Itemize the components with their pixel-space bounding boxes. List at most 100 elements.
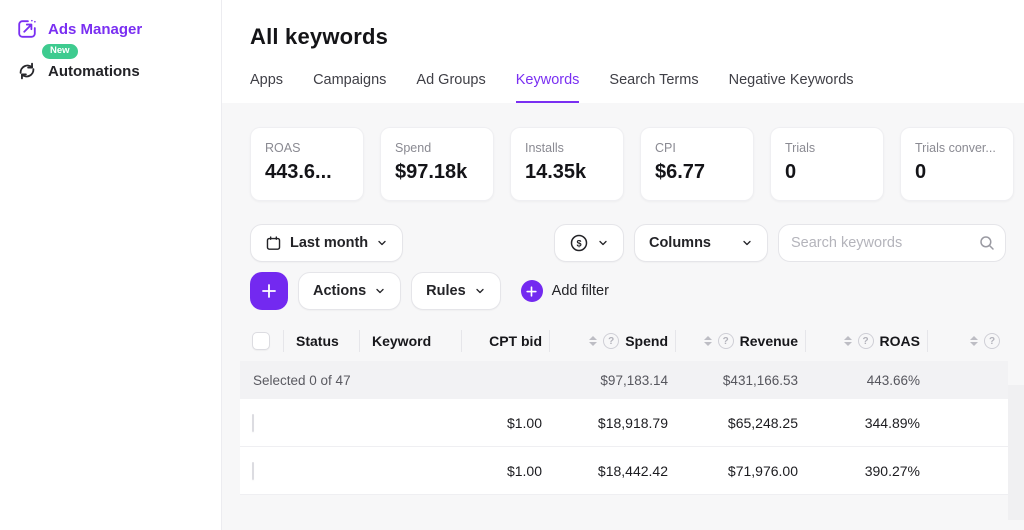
actions-button[interactable]: Actions xyxy=(298,272,402,310)
page-title: All keywords xyxy=(250,24,389,49)
row-checkbox[interactable] xyxy=(252,413,254,432)
content-section: ROAS 443.6... Spend $97.18k Installs 14.… xyxy=(222,103,1024,530)
row-checkbox[interactable] xyxy=(252,461,254,480)
revenue-total: $431,166.53 xyxy=(722,372,798,388)
actions-label: Actions xyxy=(313,283,367,299)
kpi-cards: ROAS 443.6... Spend $97.18k Installs 14.… xyxy=(222,127,1024,201)
kpi-label: Trials conver... xyxy=(915,141,996,155)
chevron-down-icon xyxy=(376,237,388,249)
sidebar-item-label: Ads Manager xyxy=(48,20,143,38)
roas-value: 344.89% xyxy=(864,414,920,431)
chevron-down-icon xyxy=(374,285,386,297)
plus-circle-icon xyxy=(520,280,543,302)
kpi-label: Trials xyxy=(785,141,816,155)
revenue-value: $65,248.25 xyxy=(727,414,798,431)
header-status: Status xyxy=(284,321,360,361)
sidebar-item-label: Automations xyxy=(48,62,140,80)
keywords-table: Status Keyword CPT bid ? Spend ? Revenue xyxy=(240,321,1008,495)
help-icon[interactable]: ? xyxy=(603,333,620,349)
kpi-label: CPI xyxy=(655,141,676,155)
sort-icon[interactable] xyxy=(843,336,852,346)
automations-icon xyxy=(16,60,38,82)
sort-icon[interactable] xyxy=(589,336,598,346)
tab-campaigns[interactable]: Campaigns xyxy=(313,72,387,88)
spend-value: $18,442.42 xyxy=(597,462,668,479)
header-select-all xyxy=(240,321,284,361)
cpt-bid-value: $1.00 xyxy=(506,462,542,479)
spend-total: $97,183.14 xyxy=(600,372,668,388)
tab-search-terms[interactable]: Search Terms xyxy=(609,72,699,88)
toolbar-filters: Last month $ xyxy=(250,224,1006,262)
sort-icon[interactable] xyxy=(703,336,712,346)
kpi-card-installs: Installs 14.35k xyxy=(510,127,624,201)
table-row: $1.00 $18,918.79 $65,248.25 344.89% xyxy=(240,399,1008,447)
header-next-column-partial: ? xyxy=(928,321,1008,361)
help-icon[interactable]: ? xyxy=(717,333,734,349)
select-all-checkbox[interactable] xyxy=(252,332,270,350)
toolbar-right-group: $ Columns xyxy=(553,224,1006,262)
tab-ad-groups[interactable]: Ad Groups xyxy=(416,72,486,88)
sort-icon[interactable] xyxy=(970,336,978,346)
kpi-value: $97.18k xyxy=(395,161,468,183)
main-content: All keywords Apps Campaigns Ad Groups Ke… xyxy=(222,0,1024,530)
header-spend: ? Spend xyxy=(550,321,676,361)
help-icon[interactable]: ? xyxy=(857,333,874,349)
kpi-value: 0 xyxy=(785,161,797,183)
header-roas-label: ROAS xyxy=(879,333,920,349)
selected-count: Selected 0 of 47 xyxy=(253,372,351,388)
roas-total: 443.66% xyxy=(866,372,920,388)
header-spend-label: Spend xyxy=(625,333,668,349)
row-select-cell xyxy=(240,413,284,432)
tab-bar: Apps Campaigns Ad Groups Keywords Search… xyxy=(250,72,996,103)
rules-button[interactable]: Rules xyxy=(411,272,501,310)
sidebar-item-automations[interactable]: Automations New xyxy=(16,44,221,86)
kpi-value: 443.6... xyxy=(265,161,332,183)
ads-manager-icon xyxy=(16,18,38,40)
dollar-coin-icon: $ xyxy=(569,233,589,253)
columns-label: Columns xyxy=(648,235,711,251)
tab-keywords[interactable]: Keywords xyxy=(515,72,580,103)
search-icon[interactable] xyxy=(978,234,996,252)
revenue-value: $71,976.00 xyxy=(727,462,798,479)
kpi-value: 14.35k xyxy=(525,161,587,183)
toolbar-actions: Actions Rules Add filter xyxy=(250,272,1024,310)
row-status-cell xyxy=(269,463,360,483)
sidebar-item-ads-manager[interactable]: Ads Manager xyxy=(16,14,221,44)
header-cpt-bid: CPT bid xyxy=(462,321,550,361)
kpi-label: ROAS xyxy=(265,141,301,155)
add-filter-label: Add filter xyxy=(551,283,609,299)
chevron-down-icon xyxy=(597,237,609,249)
chevron-down-icon xyxy=(741,237,753,249)
chevron-down-icon xyxy=(474,285,486,297)
header-keyword: Keyword xyxy=(360,321,462,361)
add-button[interactable] xyxy=(250,272,288,310)
search-input[interactable] xyxy=(791,235,978,251)
row-select-cell xyxy=(240,461,284,480)
header-roas: ? ROAS xyxy=(806,321,928,361)
kpi-label: Installs xyxy=(525,141,564,155)
plus-icon xyxy=(260,282,278,300)
search-box xyxy=(778,224,1006,262)
kpi-card-trials: Trials 0 xyxy=(770,127,884,201)
currency-button[interactable]: $ xyxy=(553,224,624,262)
kpi-card-cpi: CPI $6.77 xyxy=(640,127,754,201)
rules-label: Rules xyxy=(426,283,466,299)
kpi-card-roas: ROAS 443.6... xyxy=(250,127,364,201)
cpt-bid-value: $1.00 xyxy=(506,414,542,431)
new-badge: New xyxy=(42,44,78,59)
date-range-button[interactable]: Last month xyxy=(250,224,404,262)
kpi-card-spend: Spend $97.18k xyxy=(380,127,494,201)
add-filter-button[interactable]: Add filter xyxy=(520,280,609,302)
spend-value: $18,918.79 xyxy=(597,414,668,431)
vertical-scrollbar[interactable] xyxy=(1008,385,1024,520)
columns-button[interactable]: Columns xyxy=(633,224,768,262)
date-range-label: Last month xyxy=(290,235,369,251)
kpi-value: 0 xyxy=(915,161,927,183)
kpi-label: Spend xyxy=(395,141,432,155)
svg-text:$: $ xyxy=(576,238,581,248)
tab-apps[interactable]: Apps xyxy=(250,72,284,88)
tab-negative-keywords[interactable]: Negative Keywords xyxy=(728,72,854,88)
help-icon[interactable]: ? xyxy=(984,333,1000,349)
calendar-icon xyxy=(265,235,282,252)
